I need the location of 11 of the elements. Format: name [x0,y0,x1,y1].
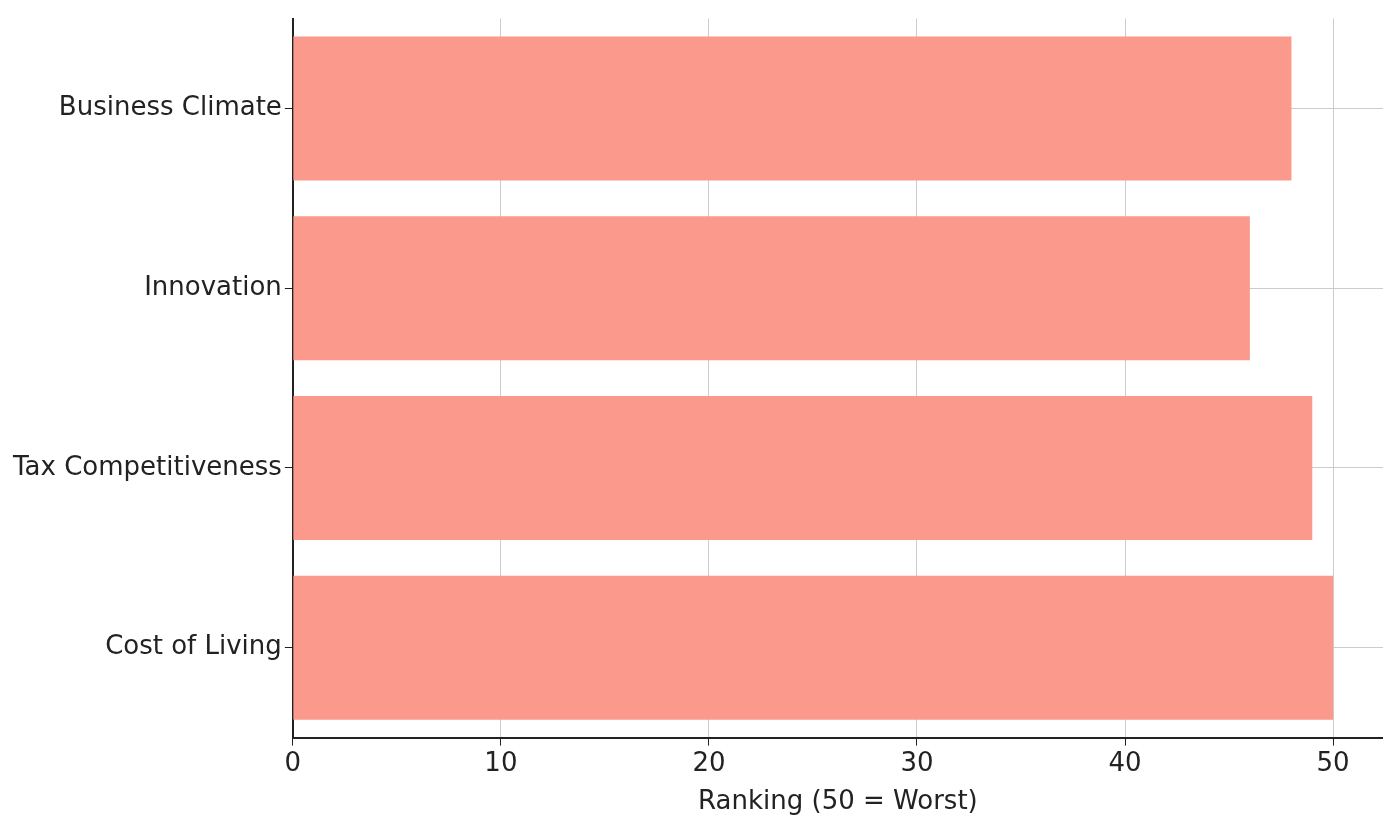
y-tick-label: Tax Competitiveness [11,450,282,481]
x-tick-label: 20 [692,746,726,777]
x-axis-title: Ranking (50 = Worst) [698,785,978,816]
x-tick-label: 10 [484,746,518,777]
y-tick-label: Innovation [144,270,282,301]
x-tick-label: 0 [284,746,302,777]
x-tick-label: 50 [1316,746,1350,777]
x-tick-label: 30 [900,746,934,777]
x-tick-label: 40 [1108,746,1142,777]
y-tick-label: Business Climate [58,91,282,122]
y-tick-label: Cost of Living [105,630,282,661]
